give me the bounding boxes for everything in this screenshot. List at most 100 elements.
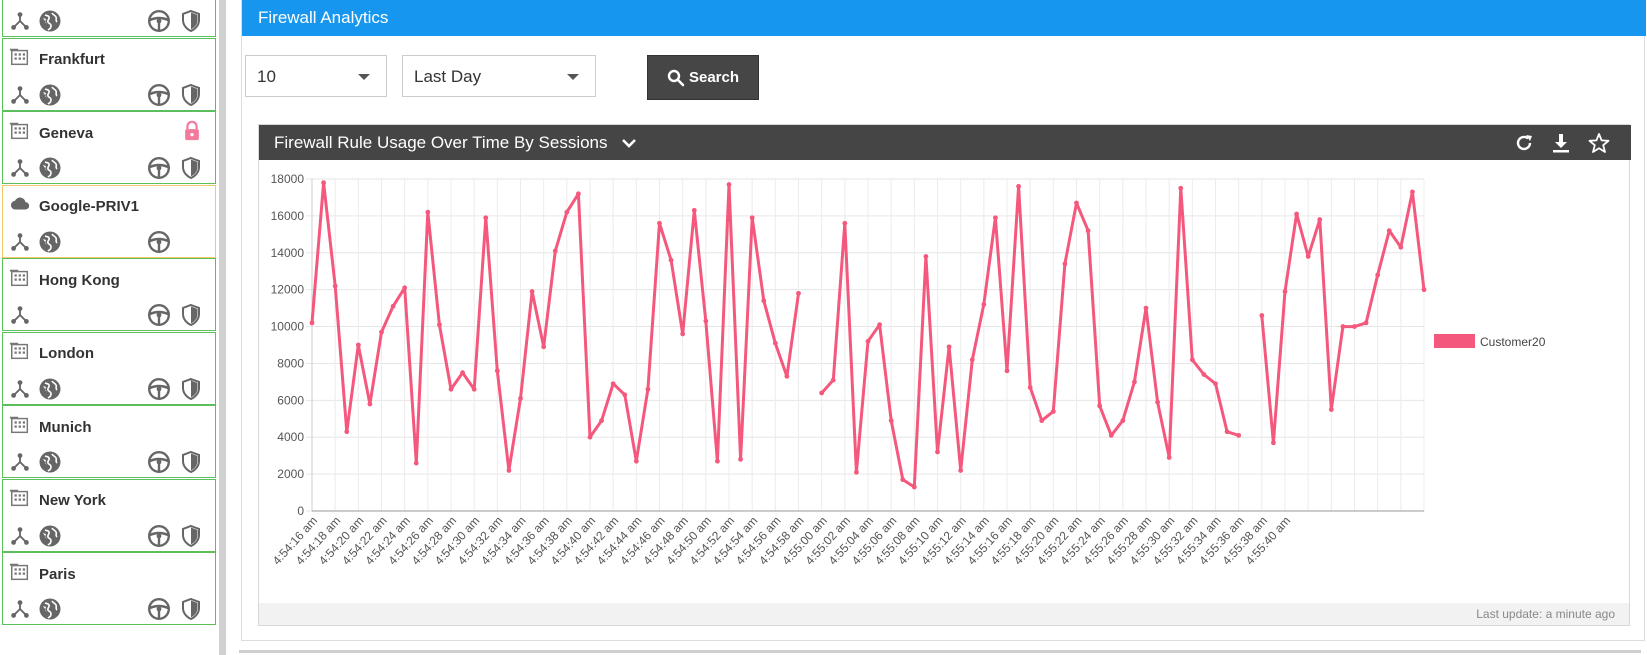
data-point[interactable] (321, 180, 326, 186)
data-point[interactable] (367, 401, 373, 407)
topology-icon[interactable] (9, 451, 33, 475)
data-point[interactable] (1317, 217, 1323, 222)
data-point[interactable] (1108, 432, 1114, 438)
topology-icon[interactable] (9, 525, 33, 549)
data-point[interactable] (969, 357, 975, 363)
data-point[interactable] (541, 344, 547, 350)
data-point[interactable] (1155, 399, 1160, 405)
data-point[interactable] (1166, 455, 1172, 460)
data-point[interactable] (1004, 368, 1010, 374)
data-point[interactable] (749, 215, 755, 221)
topology-icon[interactable] (9, 378, 33, 402)
data-point[interactable] (355, 342, 361, 348)
data-point[interactable] (888, 418, 894, 424)
topology-icon[interactable] (9, 10, 33, 34)
data-point[interactable] (1039, 418, 1045, 424)
site-card[interactable]: Munich (2, 405, 216, 478)
steering-icon[interactable] (147, 156, 171, 180)
shield-icon[interactable] (179, 597, 203, 621)
data-point[interactable] (483, 215, 489, 221)
data-point[interactable] (494, 368, 500, 374)
data-point[interactable] (1016, 183, 1021, 189)
globe-icon[interactable] (38, 83, 62, 107)
data-point[interactable] (981, 302, 987, 307)
data-point[interactable] (772, 340, 778, 346)
steering-icon[interactable] (147, 83, 171, 107)
data-point[interactable] (911, 484, 917, 490)
data-point[interactable] (1305, 254, 1311, 259)
data-point[interactable] (1120, 418, 1126, 424)
globe-icon[interactable] (38, 230, 62, 254)
data-point[interactable] (610, 381, 616, 387)
data-point[interactable] (657, 220, 662, 226)
data-point[interactable] (1201, 372, 1207, 377)
data-point[interactable] (1062, 261, 1068, 267)
limit-select[interactable]: 10 (245, 55, 387, 97)
data-point[interactable] (390, 303, 396, 309)
data-point[interactable] (935, 449, 940, 455)
data-point[interactable] (1143, 305, 1149, 311)
data-point[interactable] (599, 418, 604, 424)
data-point[interactable] (1375, 272, 1381, 278)
data-point[interactable] (1085, 228, 1091, 234)
data-point[interactable] (402, 285, 408, 291)
data-point[interactable] (1328, 407, 1334, 412)
data-point[interactable] (1421, 287, 1427, 293)
data-point[interactable] (645, 386, 651, 392)
data-point[interactable] (506, 468, 512, 473)
shield-icon[interactable] (179, 156, 203, 180)
site-card[interactable]: Paris (2, 552, 216, 625)
data-point[interactable] (633, 458, 639, 464)
globe-icon[interactable] (38, 9, 62, 33)
data-point[interactable] (1213, 381, 1218, 387)
steering-icon[interactable] (147, 303, 171, 327)
data-point[interactable] (738, 456, 743, 462)
data-point[interactable] (958, 468, 964, 473)
data-point[interactable] (1027, 385, 1033, 390)
data-point[interactable] (703, 318, 709, 324)
data-point[interactable] (471, 386, 477, 392)
data-point[interactable] (344, 429, 350, 435)
data-point[interactable] (425, 209, 431, 215)
shield-icon[interactable] (179, 9, 203, 33)
topology-icon[interactable] (9, 84, 33, 108)
steering-icon[interactable] (147, 230, 171, 254)
data-point[interactable] (1097, 403, 1103, 409)
site-card[interactable]: Geneva (2, 111, 216, 184)
site-card[interactable]: London (2, 331, 216, 405)
data-point[interactable] (1224, 429, 1230, 435)
data-point[interactable] (309, 320, 315, 326)
steering-icon[interactable] (147, 524, 171, 548)
globe-icon[interactable] (38, 450, 62, 474)
globe-icon[interactable] (38, 524, 62, 548)
data-point[interactable] (1050, 409, 1056, 414)
star-icon[interactable] (1588, 132, 1610, 154)
steering-icon[interactable] (147, 450, 171, 474)
data-point[interactable] (726, 182, 732, 187)
data-point[interactable] (1271, 440, 1276, 446)
data-point[interactable] (668, 257, 674, 263)
data-point[interactable] (576, 191, 581, 197)
data-point[interactable] (784, 373, 790, 379)
data-point[interactable] (900, 477, 906, 483)
site-card[interactable]: New York (2, 478, 216, 552)
data-point[interactable] (564, 209, 570, 215)
data-point[interactable] (819, 390, 825, 396)
shield-icon[interactable] (179, 83, 203, 107)
widget-title[interactable]: Firewall Rule Usage Over Time By Session… (274, 133, 608, 152)
horizontal-scrollbar[interactable] (239, 648, 1641, 655)
site-card[interactable]: Google-PRIV1 (2, 184, 216, 258)
shield-icon[interactable] (179, 524, 203, 548)
refresh-icon[interactable] (1513, 132, 1535, 154)
data-point[interactable] (448, 386, 454, 392)
data-point[interactable] (830, 377, 836, 383)
data-point[interactable] (1386, 228, 1392, 234)
topology-icon[interactable] (9, 231, 33, 255)
site-card[interactable]: Frankfurt (2, 37, 216, 111)
data-point[interactable] (1410, 189, 1415, 195)
data-point[interactable] (518, 396, 523, 401)
data-point[interactable] (529, 289, 535, 294)
data-point[interactable] (1282, 289, 1288, 294)
data-point[interactable] (923, 254, 929, 259)
search-button[interactable]: Search (647, 55, 759, 100)
